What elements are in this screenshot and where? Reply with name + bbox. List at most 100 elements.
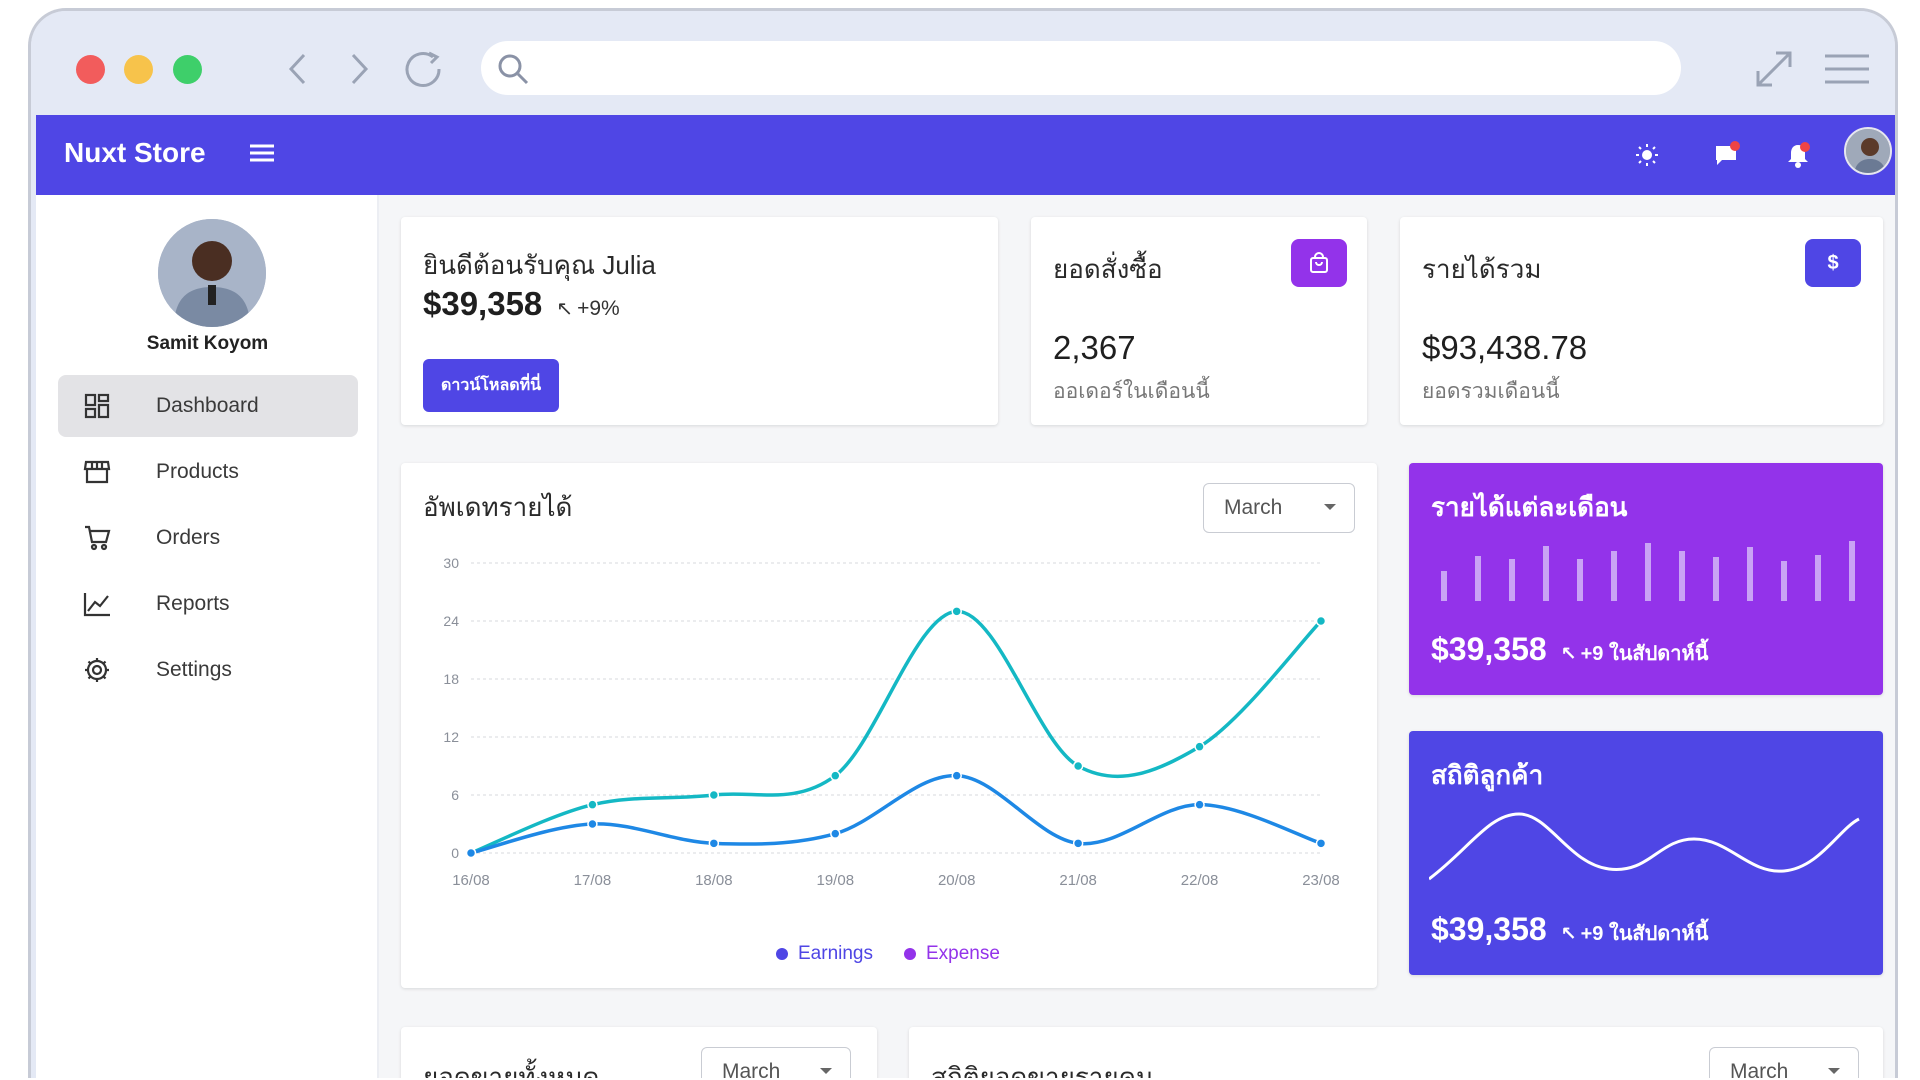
data-point-expense	[830, 770, 841, 781]
data-point-expense	[587, 799, 598, 810]
back-icon[interactable]	[276, 47, 320, 91]
x-tick-label: 16/08	[452, 872, 490, 889]
monthly-amount: $39,358	[1431, 631, 1547, 667]
data-point-earnings	[1315, 838, 1327, 849]
orders-title: ยอดสั่งซื้อ	[1053, 254, 1163, 284]
brand-title[interactable]: Nuxt Store	[64, 137, 206, 168]
shopping-bag-icon	[1291, 239, 1347, 287]
messages-icon[interactable]	[1711, 139, 1743, 171]
arrow-up-left-icon: ↖	[1560, 644, 1577, 665]
data-point-expense	[951, 606, 962, 617]
notification-bell-icon[interactable]	[1782, 139, 1814, 171]
customer-wave-sparkline	[1429, 812, 1860, 881]
caret-down-icon	[1324, 504, 1336, 510]
store-icon	[82, 457, 112, 487]
profile-name: Samit Koyom	[146, 333, 269, 354]
reload-icon[interactable]	[399, 47, 449, 91]
hamburger-icon[interactable]	[248, 141, 276, 170]
orders-subtitle: ออเดอร์ในเดือนนี้	[1053, 380, 1210, 403]
series-line-expense	[470, 609, 1323, 855]
monthly-note: +9 ในสัปดาห์นี้	[1580, 643, 1709, 665]
sidebar-item-orders[interactable]: Orders	[58, 507, 358, 569]
legend-earnings[interactable]: Earnings	[776, 943, 873, 965]
caret-down-icon	[820, 1068, 832, 1074]
y-tick-label: 24	[443, 613, 459, 629]
customer-amount: $39,358	[1431, 911, 1547, 947]
arrow-up-left-icon: ↖	[556, 298, 574, 320]
browser-chrome	[31, 11, 1895, 115]
y-tick-label: 6	[451, 787, 459, 803]
sidebar-menu: Dashboard Products Orders	[58, 375, 358, 705]
customer-stats-card: สถิติลูกค้า $39,358 ↖ +9 ในสัปดาห์นี้	[1409, 731, 1883, 975]
chart-line-icon	[82, 589, 112, 619]
total-sales-title: ยอดขายทั้งหมด	[423, 1062, 600, 1078]
app-header: Nuxt Store	[36, 115, 1895, 195]
sidebar-item-reports[interactable]: Reports	[58, 573, 358, 635]
x-tick-label: 18/08	[695, 872, 733, 889]
revenue-update-title: อัพเดทรายได้	[423, 492, 573, 522]
y-tick-label: 12	[443, 729, 459, 745]
total-sales-month-value: March	[722, 1060, 781, 1078]
customer-note: +9 ในสัปดาห์นี้	[1580, 923, 1709, 945]
gear-icon	[82, 655, 112, 685]
sales-per-person-month-value: March	[1730, 1060, 1789, 1078]
legend-earnings-dot	[776, 948, 788, 960]
series-line-earnings	[470, 773, 1322, 855]
month-select[interactable]: March	[1203, 483, 1355, 533]
total-sales-card: ยอดขายทั้งหมด March	[401, 1027, 877, 1078]
revenue-value: $93,438.78	[1422, 329, 1588, 366]
x-tick-label: 19/08	[817, 872, 855, 889]
legend-expense-label: Expense	[926, 943, 1000, 964]
sidebar-item-dashboard[interactable]: Dashboard	[58, 375, 358, 437]
total-sales-month-select[interactable]: March	[701, 1047, 851, 1078]
monthly-revenue-title: รายได้แต่ละเดือน	[1431, 492, 1628, 522]
data-point-earnings	[951, 770, 962, 781]
sales-per-person-title: สถิติยอดขายรายคน	[931, 1062, 1154, 1078]
sales-per-person-month-select[interactable]: March	[1709, 1047, 1859, 1078]
browser-menu-icon[interactable]	[1821, 47, 1873, 91]
monthly-revenue-card: รายได้แต่ละเดือน	[1409, 463, 1883, 695]
welcome-amount: $39,358	[423, 285, 543, 322]
page-content: Samit Koyom Dashboard Products	[36, 195, 1895, 1078]
sales-per-person-card: สถิติยอดขายรายคน March	[909, 1027, 1883, 1078]
monthly-bar-sparkline	[1441, 541, 1855, 601]
sidebar-item-products[interactable]: Products	[58, 441, 358, 503]
browser-window: Nuxt Store Samit Koyom	[28, 8, 1898, 1078]
sidebar-item-label: Orders	[156, 526, 221, 549]
data-point-earnings	[587, 818, 598, 830]
dashboard-main: ยินดีต้อนรับคุณ Julia $39,358 ↖ +9% ดาวน…	[379, 195, 1895, 1078]
y-tick-label: 30	[443, 555, 459, 571]
sidebar-item-label: Dashboard	[156, 394, 259, 417]
address-bar[interactable]	[481, 41, 1681, 95]
data-point-earnings	[465, 847, 477, 859]
cart-icon	[82, 523, 112, 553]
maximize-window-dot[interactable]	[173, 55, 202, 84]
header-avatar[interactable]	[1844, 127, 1892, 175]
x-tick-label: 22/08	[1181, 872, 1219, 889]
sidebar-item-label: Settings	[156, 658, 232, 681]
welcome-change: +9%	[577, 297, 620, 320]
revenue-line-chart: 0 6 12 18 24 30 16/08 17/08 18/08 19/08 20/08 21/08…	[443, 555, 1340, 889]
sidebar-item-settings[interactable]: Settings	[58, 639, 358, 701]
x-tick-label: 23/08	[1302, 872, 1340, 889]
data-point-earnings	[1194, 799, 1205, 810]
welcome-title: ยินดีต้อนรับคุณ Julia	[423, 250, 656, 280]
x-tick-label: 20/08	[938, 872, 976, 889]
dashboard-icon	[82, 391, 112, 421]
revenue-subtitle: ยอดรวมเดือนนี้	[1422, 380, 1560, 403]
close-window-dot[interactable]	[76, 55, 105, 84]
arrow-up-left-icon: ↖	[1560, 924, 1577, 945]
legend-expense[interactable]: Expense	[904, 943, 1000, 965]
minimize-window-dot[interactable]	[124, 55, 153, 84]
expand-icon[interactable]	[1749, 47, 1799, 91]
x-tick-label: 21/08	[1059, 872, 1097, 889]
customer-stats-title: สถิติลูกค้า	[1431, 760, 1544, 790]
welcome-card: ยินดีต้อนรับคุณ Julia $39,358 ↖ +9% ดาวน…	[401, 217, 998, 425]
profile-avatar[interactable]	[158, 219, 266, 327]
theme-sun-icon[interactable]	[1631, 139, 1663, 171]
data-point-expense	[708, 789, 720, 801]
search-icon	[497, 53, 529, 90]
download-button[interactable]: ดาวน์โหลดที่นี่	[423, 359, 560, 412]
forward-icon[interactable]	[337, 47, 381, 91]
orders-card: ยอดสั่งซื้อ 2,367 ออเดอร์ในเดือนนี้	[1031, 217, 1367, 425]
